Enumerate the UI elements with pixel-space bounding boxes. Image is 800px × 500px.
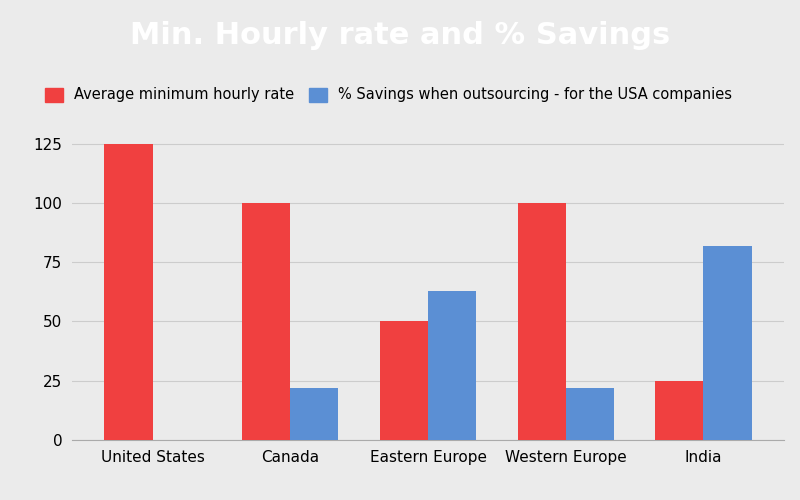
Bar <box>428 290 476 440</box>
Legend: Average minimum hourly rate, % Savings when outsourcing - for the USA companies: Average minimum hourly rate, % Savings w… <box>39 82 738 108</box>
Bar <box>242 203 290 440</box>
Bar <box>566 388 614 440</box>
Bar <box>703 246 752 440</box>
Bar <box>380 322 428 440</box>
Bar <box>518 203 566 440</box>
Bar <box>655 380 703 440</box>
Bar <box>104 144 153 440</box>
Bar <box>290 388 338 440</box>
Text: Min. Hourly rate and % Savings: Min. Hourly rate and % Savings <box>130 20 670 50</box>
